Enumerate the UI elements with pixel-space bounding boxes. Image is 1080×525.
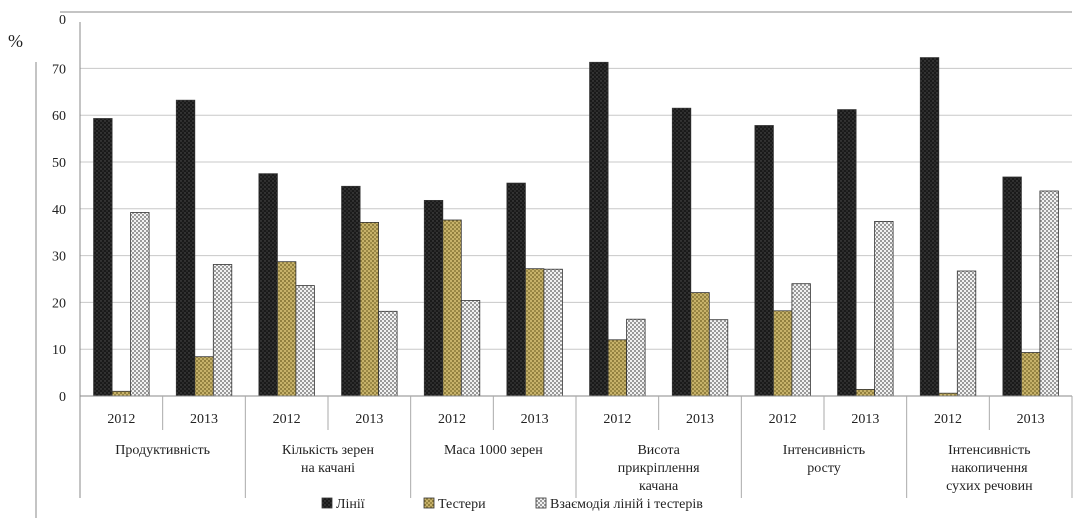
- category-label: сухих речовин: [946, 479, 1033, 494]
- legend-swatch: [535, 497, 547, 509]
- bar-lines: [93, 118, 113, 397]
- bar-testers: [690, 292, 710, 397]
- bar-interaction: [543, 268, 563, 397]
- y-tick-label: 50: [52, 156, 66, 171]
- bar-lines: [175, 99, 196, 397]
- y-tick-label: 70: [52, 62, 66, 77]
- bar-interaction: [460, 300, 481, 397]
- bar-testers: [1021, 352, 1041, 397]
- legend-label: Взаємодія ліній і тестерів: [550, 497, 703, 512]
- bar-lines: [341, 185, 361, 397]
- bar-testers: [525, 268, 545, 397]
- bar-interaction: [956, 270, 977, 397]
- bar-lines: [423, 199, 444, 397]
- bar-testers: [855, 388, 875, 397]
- bar-interaction: [130, 212, 150, 397]
- category-label: Висота: [637, 443, 680, 458]
- y-tick-label-top: 0: [59, 13, 66, 28]
- year-label: 2012: [934, 412, 962, 427]
- bar-interaction: [295, 285, 315, 397]
- year-label: 2013: [190, 412, 218, 427]
- bar-lines: [1002, 176, 1022, 397]
- bar-testers: [442, 219, 462, 397]
- category-label: Кількість зерен: [282, 443, 374, 458]
- legend-swatch: [423, 497, 435, 509]
- bar-interaction: [626, 318, 646, 397]
- y-tick-label: 30: [52, 250, 66, 265]
- category-label: накопичення: [951, 461, 1028, 476]
- year-label: 2013: [355, 412, 383, 427]
- category-label: Маса 1000 зерен: [444, 443, 543, 458]
- bar-lines: [919, 57, 940, 397]
- category-label: на качані: [301, 461, 355, 476]
- bar-lines: [837, 109, 857, 397]
- year-label: 2012: [769, 412, 797, 427]
- bar-testers: [276, 261, 297, 397]
- bar-interaction: [378, 310, 398, 397]
- y-tick-label: 10: [52, 343, 66, 358]
- year-label: 2013: [521, 412, 549, 427]
- y-tick-label: 40: [52, 203, 66, 218]
- bar-testers: [194, 356, 214, 397]
- category-label: качана: [639, 479, 679, 494]
- category-label: Продуктивність: [115, 443, 210, 458]
- y-axis-label: %: [8, 31, 23, 51]
- y-tick-label: 20: [52, 296, 66, 311]
- year-label: 2012: [107, 412, 135, 427]
- bar-lines: [671, 107, 692, 397]
- legend-swatch: [321, 497, 333, 509]
- year-label: 2012: [273, 412, 301, 427]
- category-label: прикріплення: [618, 461, 700, 476]
- bar-testers: [359, 221, 380, 397]
- year-label: 2012: [438, 412, 466, 427]
- bar-interaction: [874, 220, 894, 397]
- legend-label: Тестери: [438, 497, 486, 512]
- y-tick-label: 60: [52, 109, 66, 124]
- bar-interaction: [791, 283, 811, 397]
- y-tick-label: 0: [59, 390, 66, 405]
- bar-lines: [258, 173, 278, 397]
- category-label: Інтенсивність: [783, 443, 865, 458]
- bar-lines: [589, 61, 609, 397]
- year-label: 2013: [686, 412, 714, 427]
- bar-testers: [773, 310, 793, 397]
- bar-lines: [506, 182, 526, 397]
- bar-interaction: [212, 264, 233, 397]
- year-label: 2013: [851, 412, 879, 427]
- bar-interaction: [1039, 190, 1059, 397]
- bar-testers: [607, 339, 627, 397]
- year-label: 2013: [1017, 412, 1045, 427]
- category-label: росту: [807, 461, 841, 476]
- year-label: 2012: [603, 412, 631, 427]
- bar-interaction: [708, 319, 729, 397]
- legend-label: Лінії: [336, 497, 365, 512]
- category-label: Інтенсивність: [948, 443, 1030, 458]
- bar-lines: [754, 125, 774, 397]
- bar-testers: [111, 390, 131, 397]
